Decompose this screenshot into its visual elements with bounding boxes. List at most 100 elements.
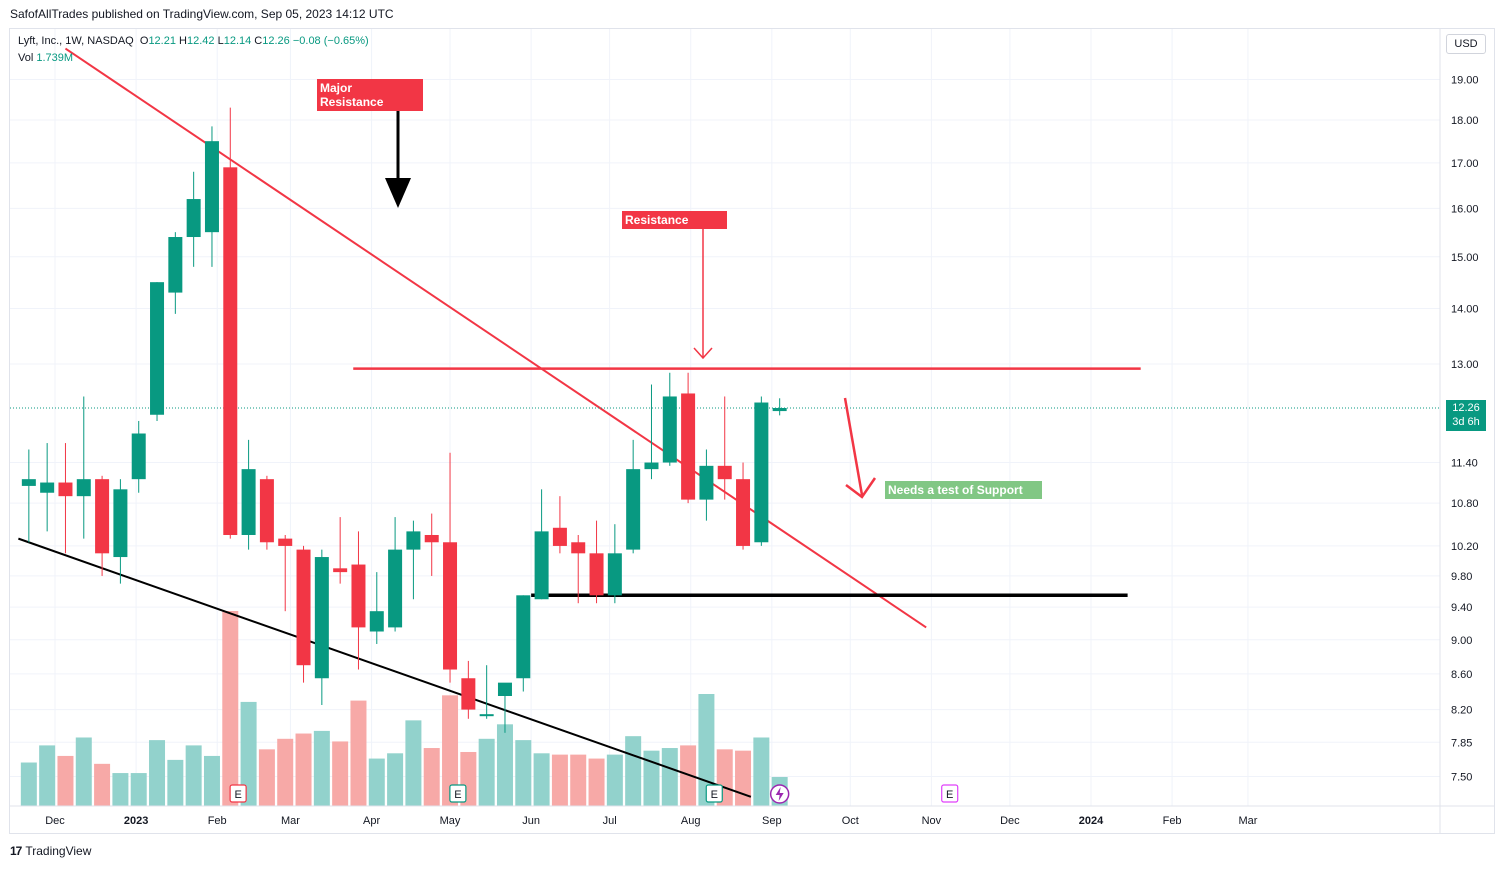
volume-bar bbox=[258, 749, 275, 806]
candle-body bbox=[626, 469, 641, 550]
resistance-label-text: Resistance bbox=[625, 213, 689, 227]
volume-bar bbox=[350, 700, 367, 806]
low-value: 12.14 bbox=[223, 35, 252, 47]
candle-body bbox=[95, 479, 110, 554]
low-label: L bbox=[217, 35, 224, 47]
candle-body bbox=[424, 534, 439, 543]
price-tick-label: 7.85 bbox=[1451, 737, 1472, 749]
volume-bar bbox=[570, 754, 587, 806]
volume-bar bbox=[149, 740, 166, 806]
volume-bar bbox=[75, 737, 92, 806]
volume-bar bbox=[588, 758, 605, 806]
major-resistance-label-text: Major bbox=[320, 81, 352, 95]
resistance-arrowhead bbox=[693, 347, 713, 360]
support-note-label-box bbox=[885, 481, 1042, 499]
candle-body bbox=[168, 237, 183, 293]
volume-bar bbox=[606, 754, 623, 806]
volume-bar bbox=[735, 750, 752, 806]
price-tick-label: 14.00 bbox=[1451, 303, 1479, 315]
price-tick-label: 7.50 bbox=[1451, 772, 1472, 784]
volume-bar bbox=[405, 720, 422, 806]
last-price-value: 12.26 bbox=[1452, 402, 1480, 414]
price-axis: 19.00 18.00 17.00 16.00 15.00 14.00 13.00 11.40… bbox=[1439, 29, 1479, 834]
candle-body bbox=[351, 564, 366, 628]
tradingview-brand[interactable]: 17 TradingView bbox=[10, 844, 91, 858]
volume-bar bbox=[203, 755, 220, 806]
close-label: C bbox=[254, 35, 263, 47]
volume-bar bbox=[295, 733, 312, 806]
price-tick-label: 9.40 bbox=[1451, 602, 1472, 614]
candle-body bbox=[717, 465, 732, 480]
price-tick-label: 8.20 bbox=[1451, 705, 1472, 717]
volume-bar bbox=[698, 694, 715, 806]
volume-bar bbox=[313, 730, 330, 806]
volume-bar bbox=[167, 759, 184, 806]
descending-trendline bbox=[64, 47, 927, 629]
candle-body bbox=[278, 538, 293, 546]
time-tick-label: Nov bbox=[922, 815, 942, 827]
candle-body bbox=[571, 542, 586, 554]
volume-bar bbox=[112, 773, 129, 806]
bar-countdown: 3d 6h bbox=[1452, 416, 1480, 428]
lightning-icon-bolt bbox=[775, 787, 784, 801]
volume-bar bbox=[442, 695, 459, 806]
candle-body bbox=[388, 549, 403, 628]
volume-bar bbox=[57, 755, 74, 806]
price-tick-label: 10.20 bbox=[1451, 541, 1479, 553]
major-resistance-label-box bbox=[317, 79, 423, 111]
volume-bar bbox=[625, 736, 642, 806]
candle-body bbox=[131, 433, 146, 480]
earnings-marker bbox=[705, 784, 723, 803]
high-label: H bbox=[179, 35, 187, 47]
time-tick-label: Feb bbox=[208, 815, 227, 827]
price-tick-label: 10.80 bbox=[1451, 498, 1479, 510]
price-tick-label: 9.00 bbox=[1451, 635, 1472, 647]
lower-trendline bbox=[18, 537, 752, 798]
time-tick-label: Feb bbox=[1163, 815, 1182, 827]
candle-body bbox=[662, 396, 677, 463]
candle-body bbox=[369, 611, 384, 632]
volume-bars bbox=[20, 611, 788, 806]
time-tick-label: 2023 bbox=[124, 815, 148, 827]
candle-body bbox=[223, 167, 238, 535]
earnings-marker-text: E bbox=[234, 789, 241, 801]
price-tick-label: 19.00 bbox=[1451, 75, 1479, 87]
candle-body bbox=[736, 479, 751, 546]
candle-body bbox=[76, 479, 91, 497]
candle-body bbox=[204, 141, 219, 233]
volume-bar bbox=[551, 754, 568, 806]
volume-legend: Vol 1.739M bbox=[18, 52, 73, 64]
earnings-marker-text: E bbox=[711, 789, 718, 801]
volume-bar bbox=[368, 758, 385, 806]
time-tick-label: Apr bbox=[363, 815, 380, 827]
brand-label: TradingView bbox=[25, 844, 92, 858]
price-tick-label: 16.00 bbox=[1451, 203, 1479, 215]
candle-body bbox=[241, 469, 256, 535]
volume-bar bbox=[277, 738, 294, 806]
symbol-legend: Lyft, Inc., 1W, NASDAQ O12.21 H12.42 L12… bbox=[18, 35, 369, 47]
candle-body bbox=[699, 465, 714, 500]
last-price-badge: 12.26 3d 6h bbox=[1446, 400, 1486, 431]
change-value: −0.08 (−0.65%) bbox=[292, 35, 369, 47]
candle-body bbox=[754, 402, 769, 543]
price-tick-label: 9.80 bbox=[1451, 571, 1472, 583]
earnings-marker-text: E bbox=[454, 789, 461, 801]
currency-button[interactable]: USD bbox=[1446, 34, 1486, 54]
candle-body bbox=[296, 549, 311, 666]
volume-bar bbox=[240, 701, 257, 806]
volume-bar bbox=[332, 741, 349, 806]
candle-body bbox=[150, 282, 165, 415]
volume-bar bbox=[496, 724, 513, 806]
earnings-marker bbox=[449, 784, 467, 803]
support-note-label-text: Needs a test of Support bbox=[888, 483, 1023, 497]
time-tick-label: Sep bbox=[762, 815, 782, 827]
time-tick-label: Jul bbox=[603, 815, 617, 827]
candle-body bbox=[681, 393, 696, 500]
chart-frame[interactable] bbox=[9, 28, 1495, 834]
resistance-label-box bbox=[622, 211, 727, 229]
volume-bar bbox=[185, 745, 202, 806]
volume-bar bbox=[39, 745, 56, 806]
